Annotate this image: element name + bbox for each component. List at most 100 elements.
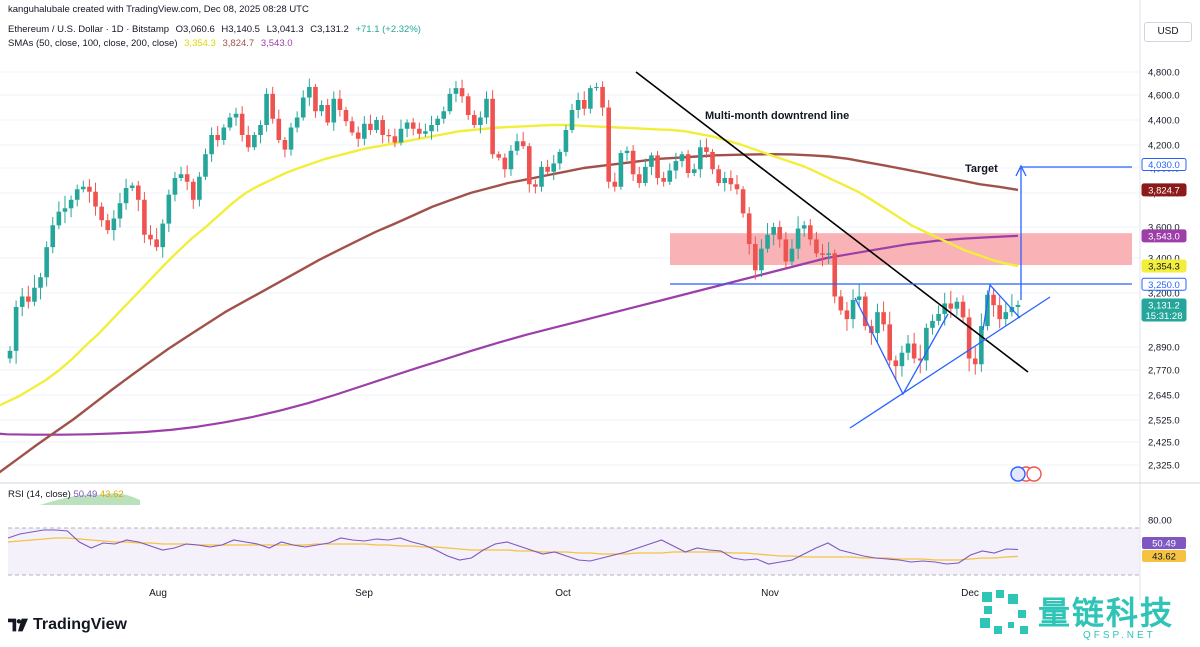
candle-body bbox=[826, 253, 831, 255]
candle-body bbox=[142, 199, 147, 235]
candle-body bbox=[410, 122, 416, 129]
candle-body bbox=[856, 296, 862, 300]
candle-body bbox=[154, 239, 159, 248]
rsi-marker-label: 50.49 bbox=[1152, 539, 1176, 550]
candle-body bbox=[362, 123, 367, 139]
candle-body bbox=[355, 132, 361, 139]
candle-body bbox=[783, 239, 789, 262]
sma-label: SMAs (50, close, 100, close, 200, close) bbox=[8, 38, 178, 49]
candle-body bbox=[123, 188, 129, 204]
candle-body bbox=[789, 248, 795, 262]
candle-body bbox=[368, 123, 373, 130]
y-tick-label: 4,200.0 bbox=[1148, 141, 1180, 152]
candle-body bbox=[972, 358, 978, 365]
close-value: C3,131.2 bbox=[310, 24, 349, 35]
sma200-value: 3,543.0 bbox=[260, 38, 293, 49]
y-tick-label: 4,600.0 bbox=[1148, 91, 1180, 102]
wedge-support-line bbox=[849, 296, 1051, 429]
candle-body bbox=[343, 110, 349, 122]
candle-body bbox=[239, 113, 245, 135]
candle-body bbox=[349, 121, 355, 133]
tradingview-logo[interactable]: TradingView bbox=[8, 616, 127, 634]
candle-body bbox=[954, 301, 960, 309]
candle-body bbox=[795, 228, 801, 249]
x-tick-label: Oct bbox=[555, 588, 571, 599]
candle-body bbox=[441, 111, 447, 119]
open-value: O3,060.6 bbox=[175, 24, 215, 35]
price-marker-last bbox=[1141, 298, 1187, 322]
candle-body bbox=[135, 185, 141, 200]
sma100-line bbox=[0, 152, 1019, 474]
candle-body bbox=[893, 360, 899, 367]
candle-body bbox=[936, 313, 941, 321]
candle-body bbox=[93, 191, 98, 207]
price-marker-label: 3,250.0 bbox=[1148, 280, 1180, 291]
candle-body bbox=[215, 135, 221, 140]
candle-body bbox=[887, 324, 893, 361]
candle-body bbox=[13, 306, 19, 351]
candle-body bbox=[319, 105, 324, 112]
candle-body bbox=[655, 155, 660, 178]
rsi-line bbox=[7, 529, 1019, 565]
candle-body bbox=[636, 174, 642, 183]
candle-body bbox=[533, 184, 538, 187]
candle-body bbox=[26, 296, 31, 302]
author-line: kanguhalubale created with TradingView.c… bbox=[8, 4, 309, 15]
candle-body bbox=[514, 141, 520, 151]
candle-body bbox=[997, 305, 1002, 320]
candle-body bbox=[288, 127, 294, 150]
y-tick-label: 2,325.0 bbox=[1148, 461, 1180, 472]
watermark-text: 量链科技 bbox=[1038, 594, 1175, 632]
candle-body bbox=[484, 98, 489, 118]
sma-legend[interactable]: SMAs (50, close, 100, close, 200, close)… bbox=[8, 38, 297, 49]
currency-button[interactable]: USD bbox=[1144, 22, 1192, 42]
candle-body bbox=[777, 227, 783, 240]
symbol-title[interactable]: Ethereum / U.S. Dollar · 1D · Bitstamp bbox=[8, 24, 170, 35]
candle-body bbox=[184, 174, 190, 182]
candle-body bbox=[588, 88, 593, 109]
candle-body bbox=[899, 352, 905, 367]
candle-body bbox=[423, 131, 428, 134]
y-tick-label: 2,525.0 bbox=[1148, 416, 1180, 427]
candle-body bbox=[881, 312, 886, 325]
rsi-legend[interactable]: RSI (14, close) 50.49 43.62 bbox=[8, 489, 124, 500]
target-arrowhead bbox=[1015, 164, 1027, 177]
candle-body bbox=[56, 211, 62, 226]
event-icon bbox=[1026, 466, 1042, 482]
candle-body bbox=[557, 151, 563, 164]
x-tick-label: Dec bbox=[961, 588, 979, 599]
candle-body bbox=[197, 176, 202, 200]
annotation-target: Target bbox=[965, 163, 998, 175]
sma100-value: 3,824.7 bbox=[222, 38, 255, 49]
candle-body bbox=[19, 296, 25, 307]
candles bbox=[7, 78, 1021, 380]
candle-body bbox=[99, 206, 104, 221]
candle-body bbox=[160, 223, 166, 248]
candle-body bbox=[233, 113, 239, 118]
rsi-ma-line bbox=[7, 537, 1019, 561]
candle-body bbox=[300, 97, 306, 118]
rsi-marker-rsi_ma bbox=[1142, 550, 1186, 562]
candle-body bbox=[679, 154, 685, 162]
candle-body bbox=[740, 189, 746, 214]
candle-body bbox=[166, 194, 172, 224]
candle-body bbox=[563, 130, 569, 152]
candle-body bbox=[991, 294, 996, 306]
rsi-band bbox=[8, 528, 1140, 575]
rsi-label: RSI (14, close) bbox=[8, 489, 71, 500]
candle-body bbox=[209, 135, 214, 155]
candle-body bbox=[746, 213, 752, 245]
candle-body bbox=[148, 234, 153, 240]
symbol-ohlc-line: Ethereum / U.S. Dollar · 1D · Bitstamp O… bbox=[8, 24, 425, 35]
candle-body bbox=[252, 135, 257, 148]
watermark: 量链科技 QFSP.NET bbox=[978, 586, 1196, 644]
candle-body bbox=[539, 166, 544, 187]
candle-body bbox=[7, 350, 13, 359]
sma50-value: 3,354.3 bbox=[184, 38, 216, 49]
watermark-icon bbox=[980, 590, 1028, 634]
candle-body bbox=[832, 253, 838, 297]
candle-body bbox=[753, 244, 758, 271]
candle-body bbox=[569, 110, 575, 130]
candle-body bbox=[526, 146, 532, 185]
